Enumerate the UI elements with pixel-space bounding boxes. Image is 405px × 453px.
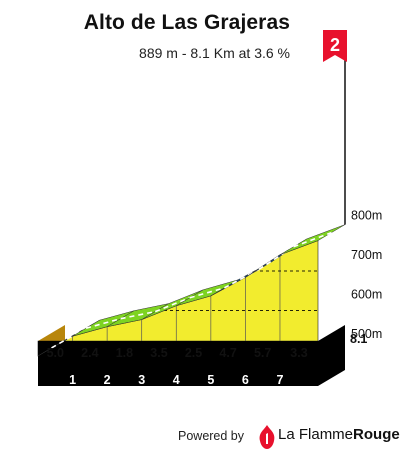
km-band-end bbox=[318, 325, 345, 386]
km-label: 3 bbox=[138, 373, 145, 387]
flame-logo-icon bbox=[259, 425, 275, 449]
km-label: 1 bbox=[69, 373, 76, 387]
powered-by-label: Powered by bbox=[178, 429, 245, 443]
km-label: 4 bbox=[173, 373, 180, 387]
y-tick-label: 500m bbox=[351, 327, 382, 341]
road-center-line bbox=[223, 268, 260, 289]
road-center-line bbox=[189, 287, 225, 299]
y-tick-label: 800m bbox=[351, 209, 382, 223]
km-label: 5 bbox=[207, 373, 214, 387]
km-label: 6 bbox=[242, 373, 249, 387]
gradient-label: 2.4 bbox=[81, 346, 98, 360]
brand-name-regular: La Flamme bbox=[278, 426, 354, 443]
y-tick-label: 600m bbox=[351, 288, 382, 302]
gradient-label: 3.3 bbox=[290, 346, 307, 360]
km-label: 2 bbox=[104, 373, 111, 387]
gradient-label: 1.8 bbox=[116, 346, 133, 360]
brand-name: La FlammeRouge bbox=[278, 426, 400, 443]
road-center-line bbox=[154, 297, 191, 313]
category-flag-label: 2 bbox=[330, 35, 340, 55]
road-center-line bbox=[293, 231, 332, 248]
road-center-line bbox=[258, 246, 294, 270]
climb-subtitle: 889 m - 8.1 Km at 3.6 % bbox=[139, 45, 290, 61]
brand-name-bold: Rouge bbox=[353, 426, 400, 443]
elevation-profile-chart: 1 2 3 4 5 6 7 8.1 500m 600m 700m 800m 5.0 2.4 1.8 3.5 2… bbox=[37, 30, 382, 387]
gradient-label: 5.7 bbox=[254, 346, 271, 360]
gradient-label: 4.7 bbox=[219, 346, 236, 360]
road-center-line bbox=[85, 317, 121, 329]
km-label: 7 bbox=[276, 373, 283, 387]
gradient-label: 5.0 bbox=[47, 346, 64, 360]
gradient-label: 3.5 bbox=[150, 346, 167, 360]
road-center-line bbox=[120, 310, 156, 320]
climb-title: Alto de Las Grajeras bbox=[83, 11, 290, 34]
end-distance-label: 8.1 bbox=[350, 332, 367, 346]
footer: Powered by La FlammeRouge bbox=[0, 425, 405, 449]
y-tick-label: 700m bbox=[351, 248, 382, 262]
category-flag bbox=[323, 30, 347, 62]
gradient-label: 2.5 bbox=[185, 346, 202, 360]
road-center-line bbox=[51, 327, 87, 349]
km-band bbox=[38, 341, 318, 386]
